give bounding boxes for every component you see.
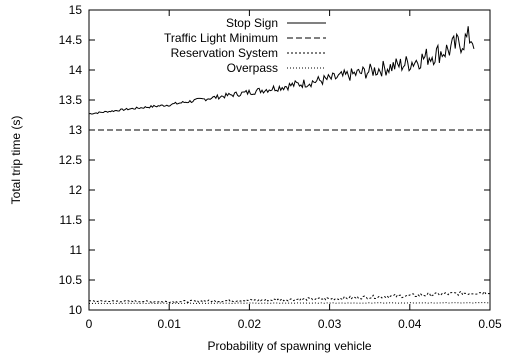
y-axis-label: Total trip time (s) <box>9 116 23 205</box>
y-tick-label: 10.5 <box>59 273 83 287</box>
series-line-reservation-system <box>88 290 491 304</box>
legend-label: Traffic Light Minimum <box>164 31 278 45</box>
y-tick-label: 13 <box>69 123 83 137</box>
legend-label: Reservation System <box>171 46 278 60</box>
x-tick-label: 0.03 <box>318 317 342 331</box>
y-tick-label: 13.5 <box>59 93 83 107</box>
x-tick-label: 0 <box>86 317 93 331</box>
y-tick-label: 14.5 <box>59 33 83 47</box>
series-layer <box>88 26 491 305</box>
y-tick-label: 11 <box>70 243 83 257</box>
x-tick-label: 0.05 <box>478 317 502 331</box>
legend-entry: Traffic Light Minimum <box>164 31 326 45</box>
y-tick-label: 11.5 <box>60 213 83 227</box>
plot-frame <box>88 9 491 311</box>
x-tick-label: 0.01 <box>158 317 182 331</box>
legend-label: Overpass <box>227 61 278 75</box>
x-tick-label: 0.04 <box>398 317 422 331</box>
legend-entry: Reservation System <box>171 46 326 60</box>
y-tick-label: 14 <box>69 63 83 77</box>
legend-entry: Overpass <box>227 61 326 75</box>
legend-label: Stop Sign <box>226 16 278 30</box>
ticks-layer: 0 0.01 0.02 0.03 0.04 0.05 10 10.5 11 11.5 12 12.5 1… <box>59 3 502 331</box>
x-tick-label: 0.02 <box>238 317 262 331</box>
series-line-overpass <box>88 302 491 305</box>
y-tick-label: 10 <box>69 303 83 317</box>
legend-entry: Stop Sign <box>226 16 326 30</box>
series-line-stop-sign <box>88 26 475 115</box>
x-axis-label: Probability of spawning vehicle <box>207 339 371 353</box>
y-tick-label: 12.5 <box>59 153 83 167</box>
y-tick-label: 15 <box>69 3 83 17</box>
y-tick-label: 12 <box>69 183 83 197</box>
